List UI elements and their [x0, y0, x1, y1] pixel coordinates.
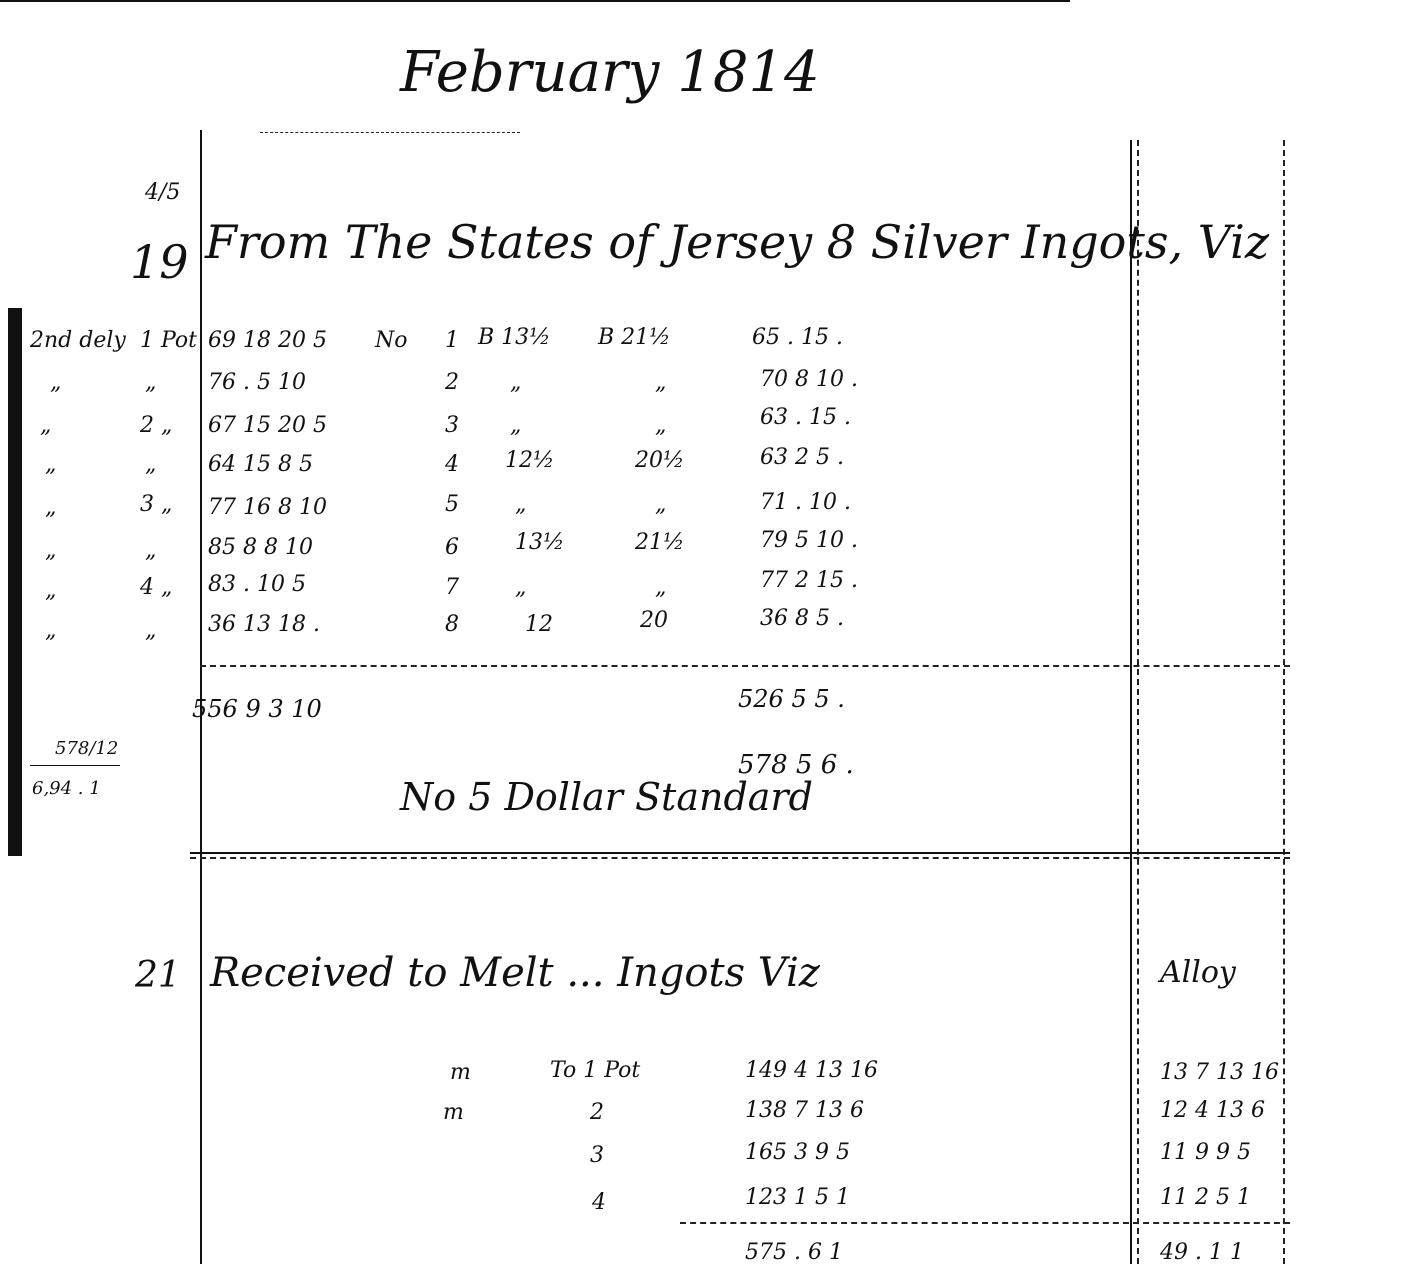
entry-divider-rule	[190, 852, 1290, 854]
entry2-partial-total: 575 . 6 1	[745, 1240, 843, 1265]
standard-label: No 5 Dollar Standard	[400, 775, 813, 819]
entry2-partial-alloy: 49 . 1 1	[1160, 1240, 1244, 1265]
number-label: No	[375, 328, 408, 353]
top-edge-rule	[0, 0, 1070, 2]
entry1-day: 19	[130, 235, 189, 289]
total-value: 526 5 5 .	[738, 685, 845, 713]
side-calc-top: 578/12	[55, 738, 119, 759]
total-weight: 556 9 3 10	[192, 695, 322, 723]
day-note: 4/5	[145, 180, 181, 205]
page-title: February 1814	[400, 40, 820, 105]
subtotal-rule	[200, 665, 1290, 667]
standard-value: 578 5 6 .	[738, 750, 854, 780]
entry2-subtotal-rule	[680, 1222, 1290, 1224]
right-column-rule-dashed	[1137, 140, 1139, 1264]
binding-strip	[8, 308, 22, 856]
right-column-rule	[1130, 140, 1132, 1264]
far-right-rule	[1283, 140, 1285, 1264]
left-margin-rule	[200, 130, 202, 1264]
side-calc-divider	[30, 765, 120, 766]
entry2-day: 21	[135, 955, 181, 996]
side-calc-bottom: 6,94 . 1	[32, 778, 101, 799]
top-dotted-rule	[260, 132, 520, 133]
entry1-heading: From The States of Jersey 8 Silver Ingot…	[205, 215, 1270, 269]
alloy-label: Alloy	[1160, 955, 1236, 990]
entry-divider-rule-2	[190, 857, 1290, 859]
entry2-heading: Received to Melt ... Ingots Viz	[210, 950, 820, 996]
